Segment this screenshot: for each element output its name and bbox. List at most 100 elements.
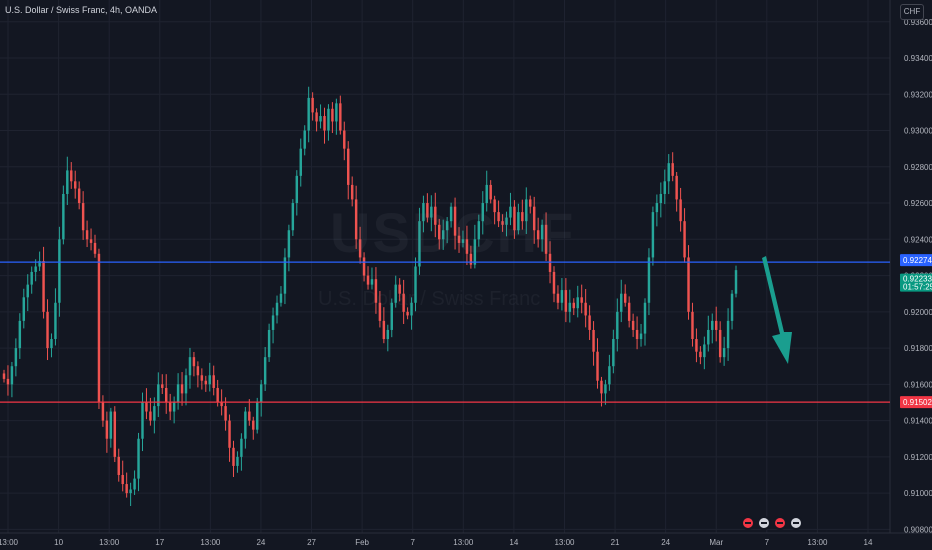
y-tick-label: 0.90800 xyxy=(904,525,932,534)
candle-body xyxy=(354,199,358,240)
candle-body xyxy=(323,116,326,131)
candle-body xyxy=(291,203,295,231)
flag-icon-ch[interactable] xyxy=(773,516,787,530)
candle-body xyxy=(497,212,500,222)
x-tick-label: 13:00 xyxy=(0,538,19,547)
candle-body xyxy=(224,406,227,421)
candle-body xyxy=(295,175,299,204)
candle-body xyxy=(671,163,674,176)
candle-body xyxy=(461,239,465,243)
candle-body xyxy=(133,478,136,490)
candle-body xyxy=(121,474,124,485)
flag-icon-us[interactable] xyxy=(741,516,755,530)
candle-body xyxy=(501,221,504,225)
candle-body xyxy=(339,103,342,131)
candle-body xyxy=(244,411,247,439)
candle-body xyxy=(576,297,579,309)
y-tick-label: 0.91800 xyxy=(904,344,932,353)
candle-body xyxy=(125,484,128,494)
candle-body xyxy=(287,230,291,258)
candle-body xyxy=(513,206,516,231)
candle-body xyxy=(726,320,730,349)
watermark-description: U.S. Dollar / Swiss Franc xyxy=(318,288,541,310)
candle-body xyxy=(588,315,591,330)
candle-body xyxy=(457,235,461,243)
candle-body xyxy=(259,384,263,403)
candle-body xyxy=(26,284,29,298)
candle-body xyxy=(62,193,65,240)
candle-body xyxy=(564,290,568,312)
candle-body xyxy=(267,329,271,358)
candle-body xyxy=(734,270,738,294)
candle-body xyxy=(216,387,219,403)
candle-body xyxy=(572,302,575,309)
candle-body xyxy=(699,351,702,358)
candle-body xyxy=(426,203,429,218)
candle-body xyxy=(703,344,706,358)
candle-body xyxy=(711,320,714,330)
x-tick-label: 17 xyxy=(155,538,164,547)
y-tick-label: 0.92400 xyxy=(904,235,932,244)
candle-body xyxy=(430,206,433,218)
candle-body xyxy=(374,279,378,303)
candle-body xyxy=(378,302,382,321)
symbol-title[interactable]: U.S. Dollar / Swiss Franc, 4h, OANDA xyxy=(5,5,158,15)
y-tick-label: 0.93400 xyxy=(904,54,932,63)
candle-body xyxy=(730,293,734,321)
candle-body xyxy=(493,199,496,213)
candle-body xyxy=(596,351,599,381)
candle-body xyxy=(485,184,488,204)
candle-body xyxy=(232,447,235,466)
candle-body xyxy=(66,170,69,194)
candle-body xyxy=(165,387,168,403)
candle-body xyxy=(635,329,639,340)
y-tick-label: 0.92600 xyxy=(904,199,932,208)
y-tick-label: 0.93600 xyxy=(904,18,932,27)
x-tick-label: Feb xyxy=(355,538,369,547)
candle-body xyxy=(240,438,243,457)
candle-body xyxy=(477,221,481,240)
y-tick-label: 0.91000 xyxy=(904,489,932,498)
x-tick-label: 27 xyxy=(307,538,316,547)
candle-body xyxy=(204,380,208,385)
currency-button[interactable]: CHF xyxy=(900,4,924,20)
candle-body xyxy=(592,329,595,352)
countdown-badge: 01:57:25 xyxy=(903,283,932,292)
candle-body xyxy=(228,420,231,448)
candle-body xyxy=(718,329,722,358)
flag-icon-us[interactable] xyxy=(789,516,803,530)
candle-body xyxy=(54,302,57,340)
candle-body xyxy=(438,224,441,240)
candle-body xyxy=(283,257,287,294)
flag-icon-us[interactable] xyxy=(757,516,771,530)
candle-body xyxy=(663,181,667,194)
candle-body xyxy=(307,97,310,131)
candle-body xyxy=(327,108,330,131)
candle-body xyxy=(722,348,726,358)
candle-body xyxy=(410,302,413,316)
candle-body xyxy=(505,217,508,225)
candle-body xyxy=(481,203,484,222)
candle-body xyxy=(418,221,421,267)
candle-body xyxy=(22,297,26,321)
candle-body xyxy=(30,271,33,285)
candle-body xyxy=(117,456,120,475)
x-tick-label: 13:00 xyxy=(200,538,221,547)
candle-body xyxy=(101,402,105,421)
candle-body xyxy=(252,420,255,430)
candle-body xyxy=(311,97,314,113)
candle-body xyxy=(188,357,192,376)
event-markers xyxy=(741,516,803,530)
candle-body xyxy=(695,339,698,352)
x-tick-label: 14 xyxy=(509,538,518,547)
candle-body xyxy=(192,357,196,367)
candle-body xyxy=(548,253,552,272)
candle-body xyxy=(46,311,49,349)
candle-body xyxy=(465,239,469,254)
x-tick-label: Mar xyxy=(709,538,723,547)
candle-body xyxy=(406,311,409,316)
candle-body xyxy=(145,402,148,412)
candle-body xyxy=(540,224,544,240)
